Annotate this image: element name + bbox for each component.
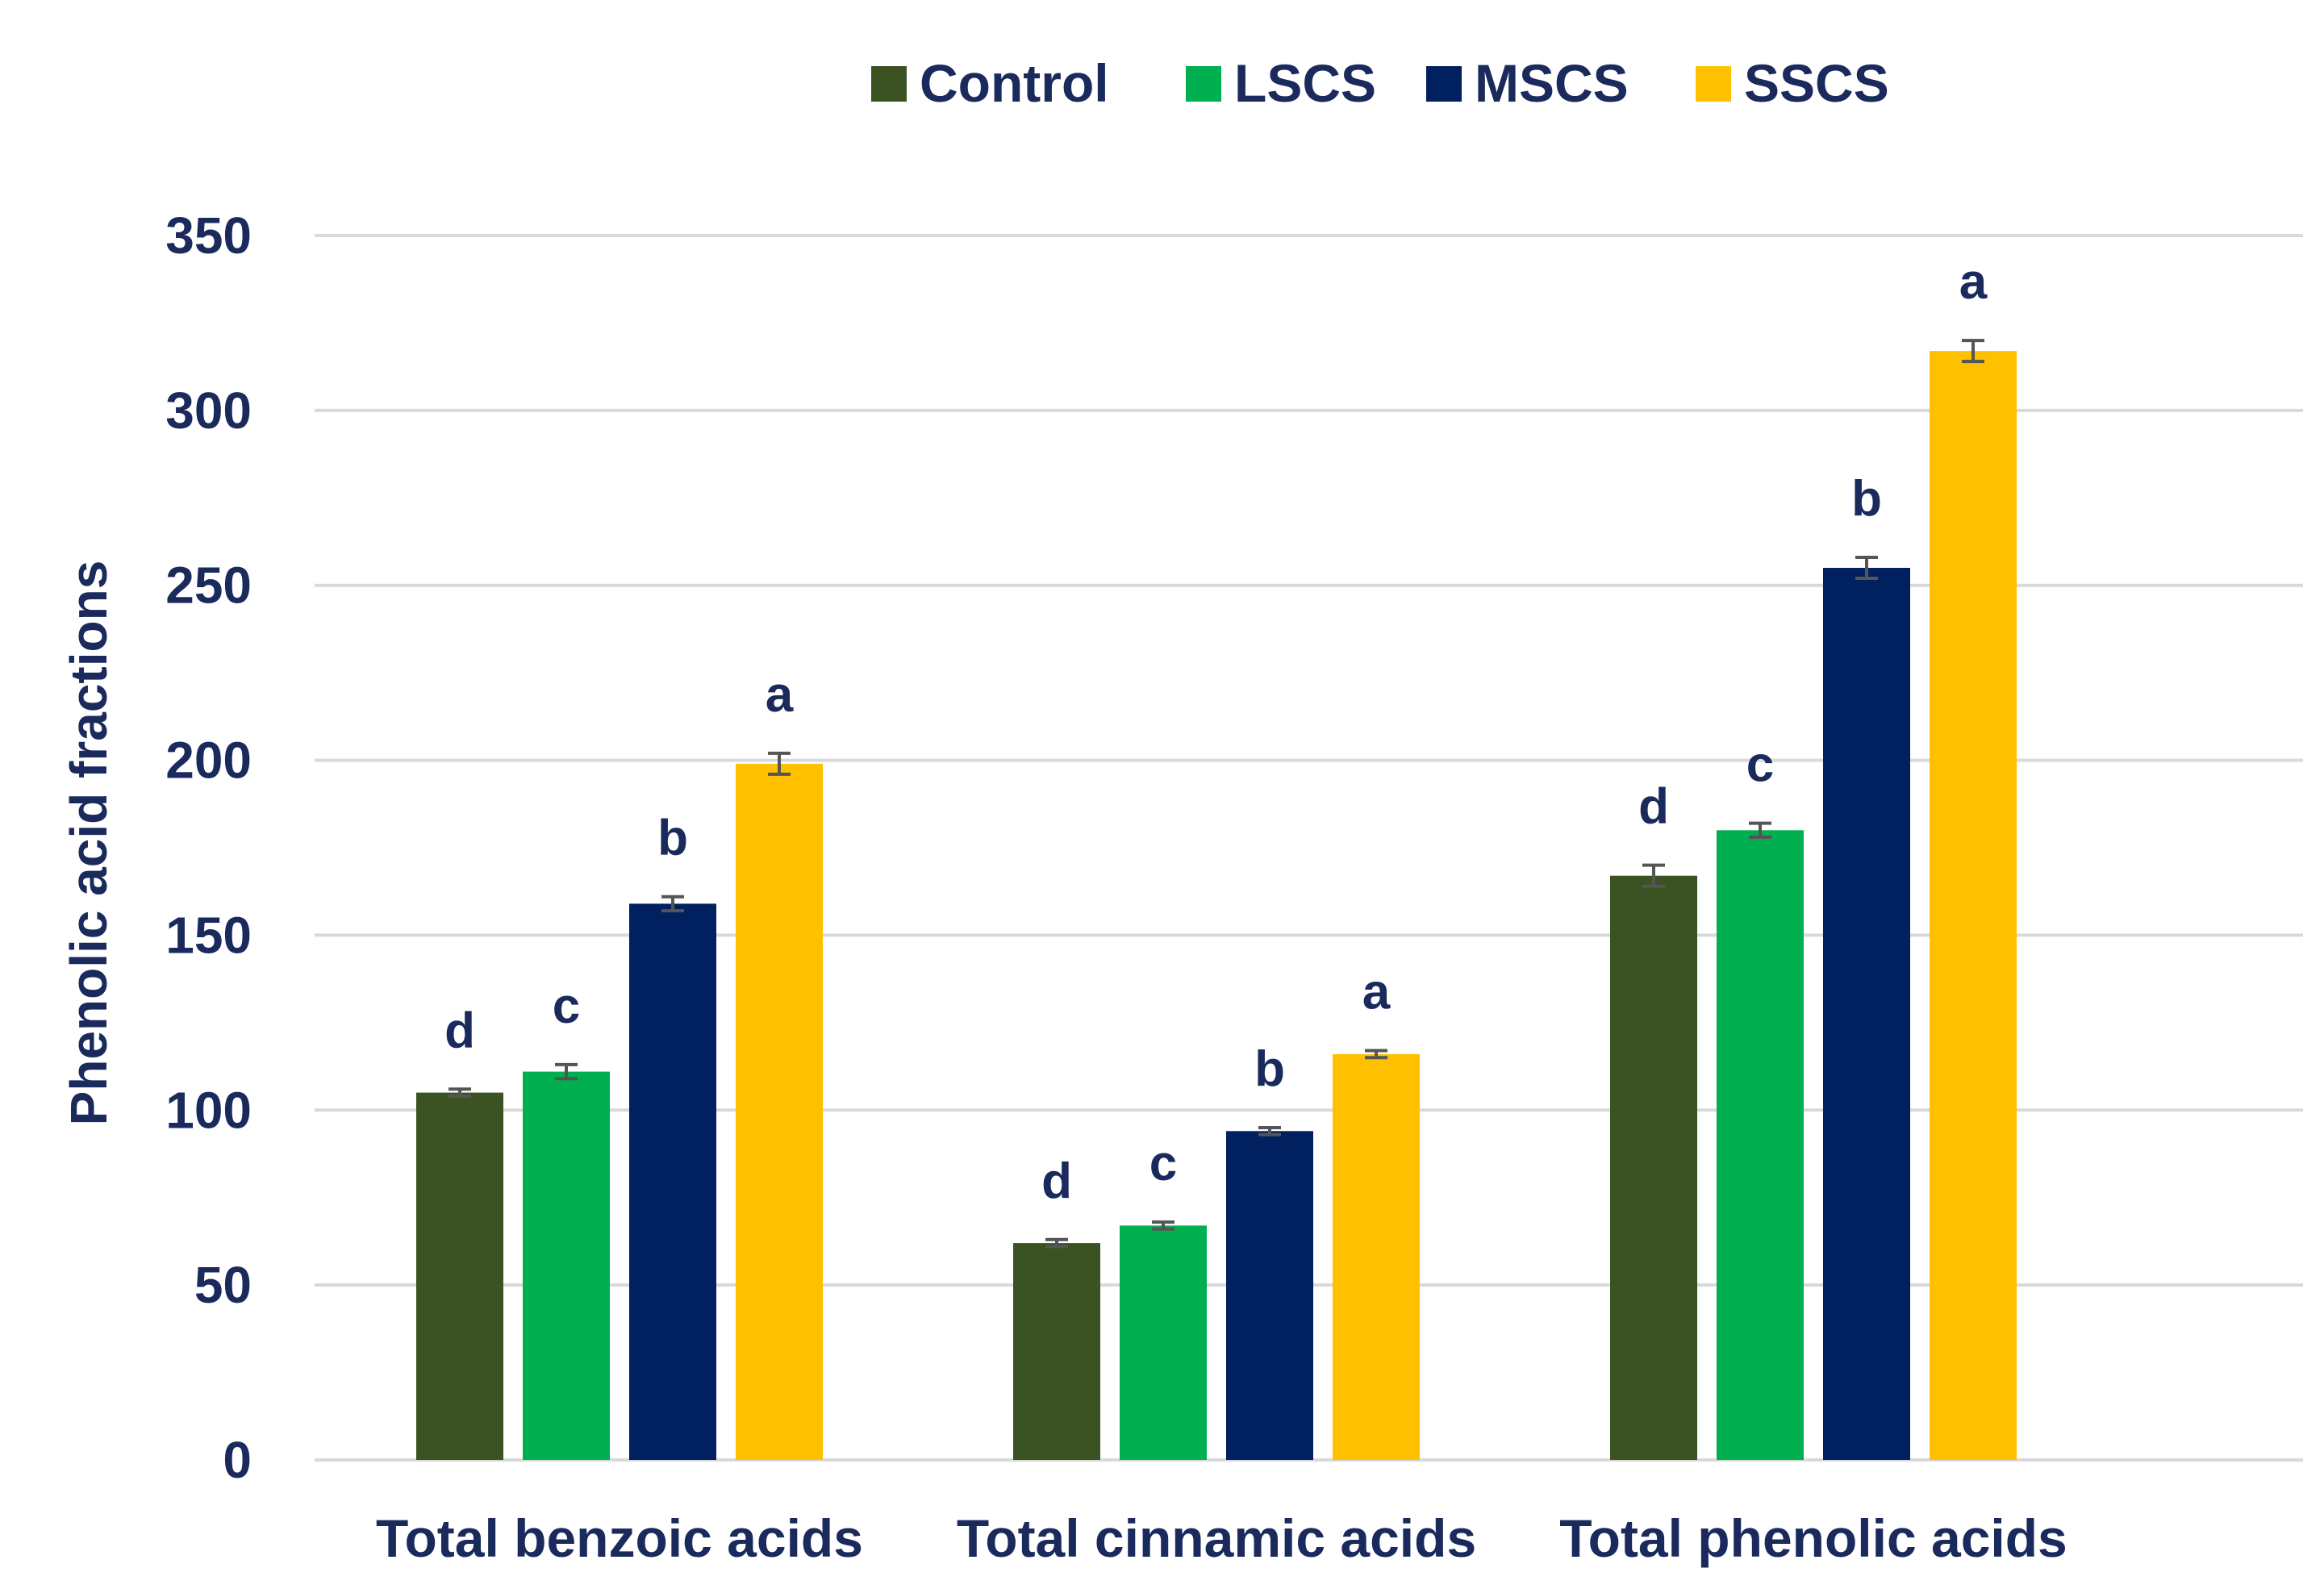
significance-letter: d <box>1041 1153 1072 1209</box>
error-bar <box>1258 1125 1281 1136</box>
error-bar <box>1749 821 1771 839</box>
significance-letter: c <box>1746 737 1774 793</box>
bar <box>1823 568 1910 1460</box>
legend-swatch <box>1426 66 1462 102</box>
error-bar <box>1365 1049 1387 1060</box>
legend-swatch <box>1186 66 1221 102</box>
significance-letter: c <box>1149 1136 1177 1191</box>
error-bar <box>1045 1237 1068 1249</box>
legend-label: MSCS <box>1475 53 1629 113</box>
bar <box>1717 830 1804 1460</box>
legend-item: LSCS <box>1186 53 1376 113</box>
bar <box>1333 1053 1420 1460</box>
error-bar <box>1642 863 1665 888</box>
legend-item: MSCS <box>1426 53 1629 113</box>
y-tick-label: 150 <box>165 906 252 964</box>
significance-letter: a <box>1362 965 1391 1020</box>
significance-letter: b <box>1254 1041 1285 1097</box>
error-bars <box>449 339 1984 1249</box>
significance-letters: d c b a d c b a d c b a <box>444 254 1988 1209</box>
x-category-label: Total phenolic acids <box>1559 1508 2067 1568</box>
legend-swatch <box>871 66 907 102</box>
error-bar <box>1152 1220 1175 1231</box>
legend-label: Control <box>920 53 1109 113</box>
legend: Control LSCS MSCS SSCS <box>871 53 1889 113</box>
significance-letter: b <box>657 811 688 866</box>
y-tick-label: 250 <box>165 557 252 615</box>
bar <box>629 903 716 1460</box>
bars <box>416 351 2017 1460</box>
y-tick-label: 0 <box>223 1431 252 1489</box>
significance-letter: a <box>1959 254 1988 310</box>
y-tick-label: 50 <box>194 1256 252 1314</box>
bar <box>416 1092 503 1460</box>
bar <box>1930 351 2017 1460</box>
y-axis-ticks: 0 50 100 150 200 250 300 350 <box>165 206 252 1489</box>
x-axis-categories: Total benzoic acids Total cinnamic acids T… <box>376 1508 2067 1568</box>
significance-letter: b <box>1851 471 1882 527</box>
error-bar <box>449 1087 471 1098</box>
bar <box>1226 1131 1313 1460</box>
bar <box>1120 1225 1207 1460</box>
bar <box>523 1071 610 1460</box>
bar <box>736 763 823 1460</box>
y-tick-label: 200 <box>165 732 252 790</box>
legend-item: Control <box>871 53 1109 113</box>
error-bar <box>1855 556 1878 581</box>
x-category-label: Total cinnamic acids <box>957 1508 1476 1568</box>
x-category-label: Total benzoic acids <box>376 1508 863 1568</box>
error-bar <box>661 895 684 913</box>
significance-letter: c <box>553 978 580 1034</box>
significance-letter: d <box>1638 779 1669 835</box>
legend-swatch <box>1696 66 1731 102</box>
y-axis-title: Phenolic acid fractions <box>60 561 118 1126</box>
significance-letter: a <box>766 667 794 723</box>
error-bar <box>768 751 791 776</box>
significance-letter: d <box>444 1003 475 1058</box>
bar <box>1013 1243 1100 1460</box>
y-tick-label: 100 <box>165 1081 252 1139</box>
legend-item: SSCS <box>1696 53 1889 113</box>
bar <box>1610 875 1697 1460</box>
y-tick-label: 300 <box>165 382 252 440</box>
y-tick-label: 350 <box>165 206 252 265</box>
legend-label: LSCS <box>1234 53 1376 113</box>
error-bar <box>555 1062 578 1081</box>
legend-label: SSCS <box>1744 53 1889 113</box>
error-bar <box>1962 339 1984 364</box>
